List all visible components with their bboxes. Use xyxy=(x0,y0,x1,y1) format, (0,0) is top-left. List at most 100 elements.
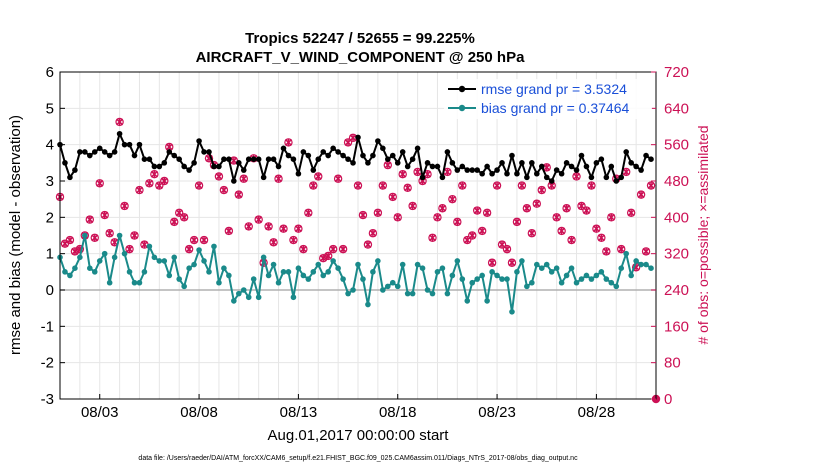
bias-point xyxy=(534,261,540,268)
bias-point xyxy=(285,269,292,275)
obs-marker xyxy=(502,244,512,254)
obs-marker xyxy=(294,224,303,233)
obs-marker xyxy=(408,201,417,211)
obs-possible-marker xyxy=(353,181,363,190)
rmse-point xyxy=(568,163,575,170)
obs-possible-marker xyxy=(358,210,368,220)
obs-possible-marker xyxy=(160,176,169,186)
bias-point xyxy=(250,276,257,282)
obs-marker xyxy=(636,190,646,199)
y2-tick-label: 640 xyxy=(664,100,689,117)
rmse-point xyxy=(394,160,401,166)
obs-possible-marker xyxy=(254,215,263,224)
bias-point xyxy=(648,265,654,272)
rmse-point xyxy=(196,138,202,144)
obs-possible-marker xyxy=(234,190,243,199)
rmse-point xyxy=(245,156,252,162)
bias-point xyxy=(161,258,168,264)
obs-possible-marker xyxy=(378,181,388,190)
obs-marker xyxy=(269,238,278,247)
bias-point xyxy=(424,287,431,293)
obs-marker xyxy=(587,181,596,190)
rmse-point xyxy=(101,149,108,155)
bias-point xyxy=(77,254,83,261)
y2-axis-label: # of obs: o=possible; ×=assimilated xyxy=(695,125,711,344)
bias-point xyxy=(583,272,590,279)
bias-point xyxy=(439,265,446,272)
rmse-point xyxy=(444,149,451,155)
rmse-point xyxy=(504,170,510,177)
bias-point xyxy=(474,276,481,282)
obs-possible-marker xyxy=(214,172,224,181)
obs-marker xyxy=(448,194,457,204)
obs-possible-marker xyxy=(155,181,164,190)
obs-possible-marker xyxy=(458,181,467,190)
obs-marker xyxy=(641,247,651,256)
obs-marker xyxy=(254,215,263,224)
obs-possible-marker xyxy=(189,235,199,245)
bias-point xyxy=(409,290,416,297)
obs-possible-marker xyxy=(408,201,417,211)
bias-point xyxy=(335,265,341,272)
obs-marker xyxy=(135,185,144,195)
obs-marker xyxy=(115,117,124,127)
obs-marker xyxy=(145,179,154,188)
bias-point xyxy=(201,258,207,264)
rmse-point xyxy=(295,170,302,177)
bias-point xyxy=(608,279,615,286)
bias-point xyxy=(429,290,436,297)
bias-point xyxy=(141,269,148,275)
x-tick-label: 08/23 xyxy=(478,404,516,421)
rmse-point xyxy=(226,156,232,162)
bias-point xyxy=(72,265,78,272)
obs-marker xyxy=(214,172,224,181)
bias-point xyxy=(399,261,406,268)
rmse-point xyxy=(514,170,520,177)
grid xyxy=(59,71,657,400)
bias-point xyxy=(543,261,550,268)
obs-marker xyxy=(562,204,571,213)
obs-possible-marker xyxy=(100,210,109,220)
obs-marker xyxy=(363,240,373,249)
obs-marker xyxy=(458,181,467,190)
obs-possible-marker xyxy=(125,244,134,254)
bias-point xyxy=(206,269,212,275)
bias-point xyxy=(350,287,356,293)
obs-possible-marker xyxy=(120,201,129,211)
y2-tick-label: 80 xyxy=(664,355,681,372)
obs-possible-marker xyxy=(512,217,522,227)
obs-possible-marker xyxy=(328,244,338,254)
obs-possible-marker xyxy=(502,244,512,254)
obs-marker xyxy=(170,217,179,227)
rmse-point xyxy=(573,167,580,173)
obs-marker xyxy=(482,208,492,217)
obs-marker xyxy=(353,181,363,190)
rmse-point xyxy=(335,149,341,155)
bias-point xyxy=(524,283,530,290)
rmse-point xyxy=(628,160,634,166)
bias-point xyxy=(553,265,560,272)
rmse-point xyxy=(404,163,411,170)
obs-possible-marker xyxy=(194,181,204,190)
rmse-point xyxy=(305,152,312,159)
obs-marker xyxy=(582,206,591,215)
bias-point xyxy=(146,243,153,250)
x-axis-label: Aug.01,2017 00:00:00 start xyxy=(268,427,450,444)
obs-possible-marker xyxy=(304,208,313,217)
rmse-point xyxy=(285,152,292,159)
obs-possible-marker xyxy=(244,222,253,231)
rmse-point xyxy=(67,174,73,181)
obs-possible-marker xyxy=(646,181,656,190)
rmse-point xyxy=(623,149,629,155)
bias-point xyxy=(365,301,371,308)
y2-tick-label: 720 xyxy=(664,64,689,81)
y-tick-label: 3 xyxy=(46,173,54,190)
rmse-point xyxy=(474,167,481,173)
rmse-point xyxy=(72,167,78,173)
obs-marker xyxy=(309,181,318,190)
bias-point xyxy=(514,269,520,275)
bias-point xyxy=(499,276,505,282)
obs-possible-marker xyxy=(264,222,273,231)
y-axis-label: rmse and bias (model - observation) xyxy=(7,115,24,355)
y-tick-label: 6 xyxy=(46,64,54,81)
